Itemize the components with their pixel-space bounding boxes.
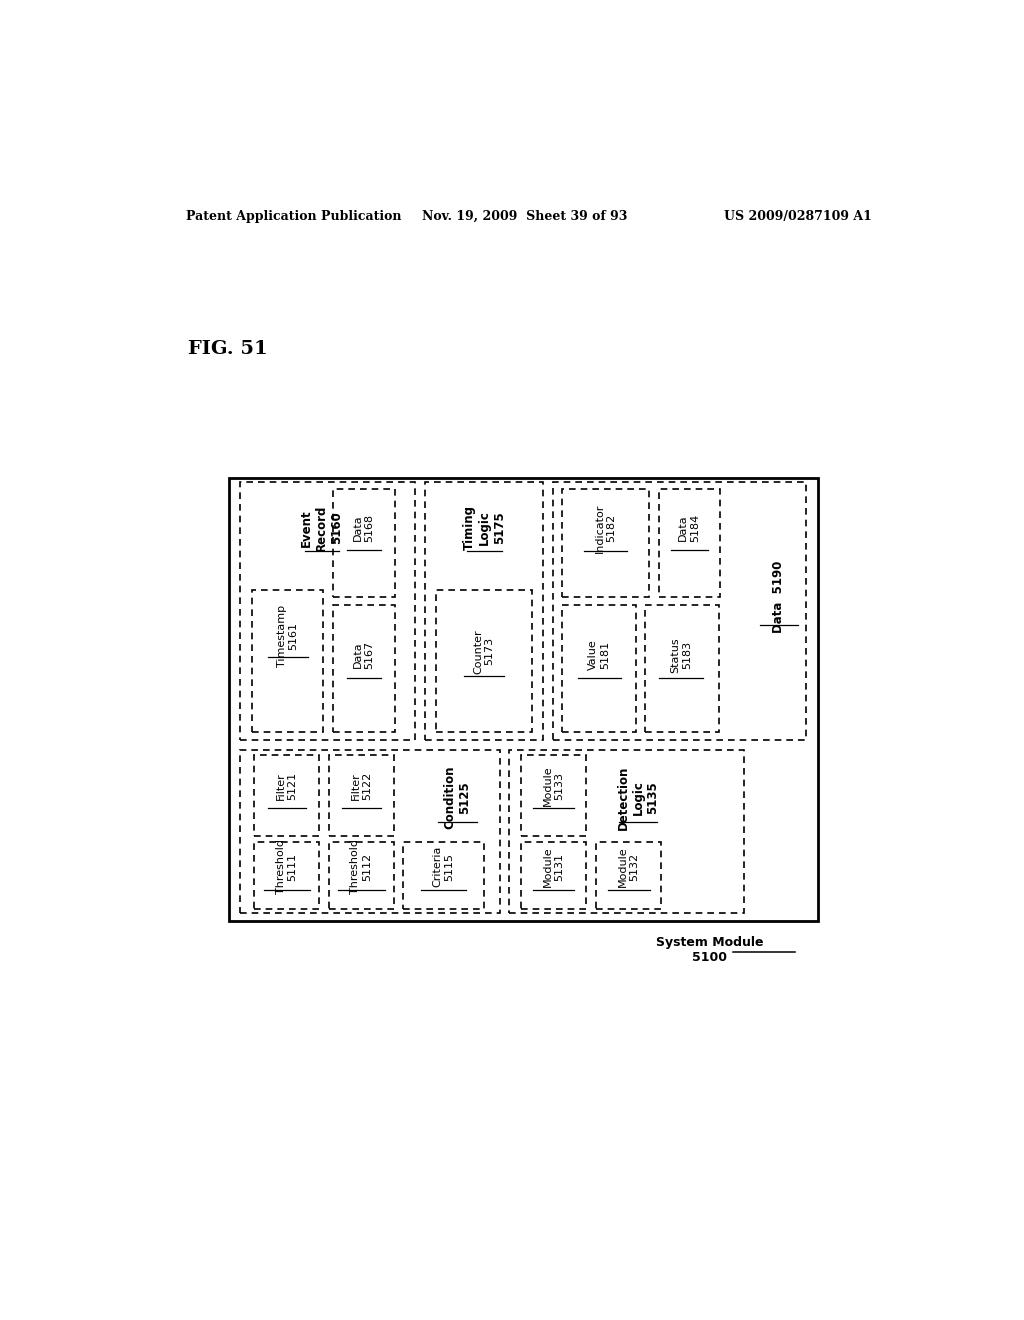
Text: System Module
5100: System Module 5100 — [656, 936, 764, 964]
Bar — [333, 605, 395, 733]
Text: Data  5190: Data 5190 — [772, 561, 785, 634]
Text: US 2009/0287109 A1: US 2009/0287109 A1 — [724, 210, 872, 223]
Text: Timing
Logic
5175: Timing Logic 5175 — [463, 506, 506, 550]
Bar — [425, 482, 543, 739]
Bar — [403, 842, 483, 909]
Bar — [658, 490, 720, 597]
Text: Data
5184: Data 5184 — [678, 513, 699, 543]
Bar — [521, 842, 586, 909]
Text: FIG. 51: FIG. 51 — [188, 341, 268, 358]
Text: Patent Application Publication: Patent Application Publication — [186, 210, 401, 223]
Bar — [596, 842, 662, 909]
Text: Criteria
5115: Criteria 5115 — [432, 846, 455, 887]
Text: Event
Record
5160: Event Record 5160 — [300, 504, 343, 552]
Bar — [553, 482, 806, 739]
Text: Status
5183: Status 5183 — [671, 638, 692, 673]
Bar — [509, 750, 744, 913]
Text: Data
5167: Data 5167 — [353, 642, 375, 669]
Text: Data
5168: Data 5168 — [353, 513, 375, 543]
Text: Indicator
5182: Indicator 5182 — [595, 503, 616, 553]
Text: Timestamp
5161: Timestamp 5161 — [276, 605, 298, 667]
Text: Filter
5122: Filter 5122 — [350, 772, 372, 800]
Bar — [333, 490, 395, 597]
Bar — [562, 490, 649, 597]
Bar — [329, 842, 394, 909]
Text: Nov. 19, 2009  Sheet 39 of 93: Nov. 19, 2009 Sheet 39 of 93 — [422, 210, 628, 223]
Bar — [645, 605, 719, 733]
Text: Module
5132: Module 5132 — [617, 846, 639, 887]
Text: Detection
Logic
5135: Detection Logic 5135 — [616, 766, 659, 830]
Text: Condition
5125: Condition 5125 — [443, 766, 471, 829]
Bar — [241, 750, 500, 913]
Bar — [228, 478, 818, 921]
Bar — [521, 755, 586, 836]
Bar — [241, 482, 415, 739]
Text: Counter
5173: Counter 5173 — [473, 628, 495, 673]
Bar — [252, 590, 324, 733]
Bar — [435, 590, 531, 733]
Text: Threshold
5111: Threshold 5111 — [276, 840, 298, 895]
Bar — [329, 755, 394, 836]
Text: Value
5181: Value 5181 — [589, 640, 610, 671]
Bar — [254, 755, 319, 836]
Text: Module
5131: Module 5131 — [543, 846, 564, 887]
Bar — [254, 842, 319, 909]
Text: Module
5133: Module 5133 — [543, 766, 564, 807]
Text: Threshold
5112: Threshold 5112 — [350, 840, 372, 895]
Bar — [562, 605, 636, 733]
Text: Filter
5121: Filter 5121 — [276, 772, 298, 800]
